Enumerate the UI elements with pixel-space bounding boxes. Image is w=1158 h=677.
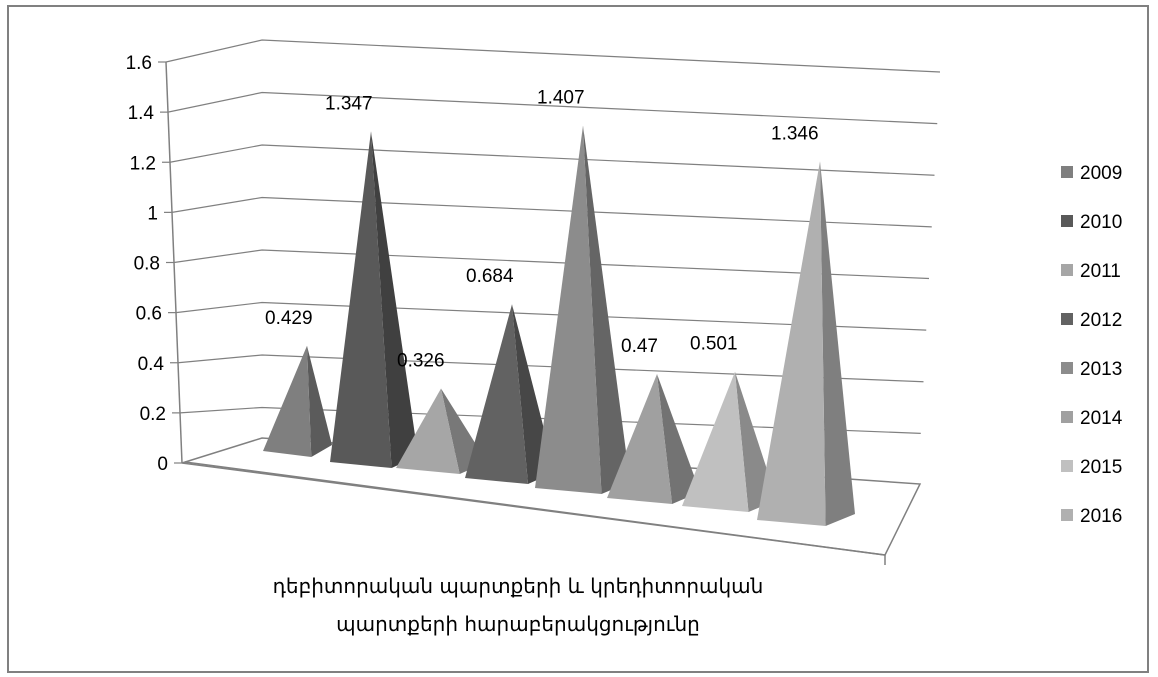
data-label-2011: 0.326 — [397, 351, 445, 372]
gridline — [179, 406, 921, 434]
pyramid-2009 — [263, 345, 312, 457]
y-tick-label: 1.2 — [130, 153, 156, 174]
gridline — [173, 249, 930, 280]
data-label-2013: 1.407 — [537, 88, 585, 109]
data-label-2016: 1.346 — [771, 123, 819, 144]
y-tick-label: 1.4 — [128, 103, 155, 124]
data-label-2010: 1.347 — [325, 93, 373, 114]
pyramid-2015 — [682, 371, 749, 512]
legend-swatch-2013 — [1061, 362, 1073, 374]
legend-swatch-2015 — [1061, 460, 1073, 472]
pyramid-2014 — [607, 374, 673, 504]
x-axis-title-line-2: պարտքերի հարաբերակցությունը — [336, 612, 700, 636]
legend-label-2014: 2014 — [1080, 408, 1123, 429]
y-tick-label: 0.4 — [138, 354, 165, 375]
x-axis-title-line-1: դեբիտորական պարտքերի և կրեդիտորական — [273, 574, 764, 598]
data-label-2009: 0.429 — [265, 308, 313, 329]
pyramid-2012 — [465, 304, 528, 484]
gridlines — [165, 39, 941, 434]
gridline — [175, 301, 927, 331]
y-tick-label: 1 — [147, 203, 158, 224]
legend-label-2009: 2009 — [1080, 163, 1122, 184]
legend-label-2012: 2012 — [1080, 310, 1122, 331]
legend-label-2013: 2013 — [1080, 359, 1122, 380]
legend-label-2011: 2011 — [1080, 261, 1121, 282]
y-tick-label: 0.6 — [136, 304, 162, 325]
pyramid-2010 — [330, 131, 392, 468]
pyramid-2009-side — [307, 345, 332, 457]
legend-swatch-2010 — [1061, 215, 1073, 227]
pyramid-2010-side — [371, 131, 418, 468]
x-axis-title: դեբիտորական պարտքերի և կրեդիտորական պարտ… — [273, 574, 764, 636]
data-labels: 0.429 1.347 0.326 0.684 1.407 0.47 0.501 1.346 — [265, 88, 819, 372]
legend-swatch-2016 — [1061, 509, 1073, 521]
data-label-2015: 0.501 — [690, 334, 738, 355]
pyramid-2016-side — [820, 161, 855, 526]
gridline — [165, 39, 941, 73]
pyramid-2013-side — [583, 125, 630, 494]
data-marks — [263, 125, 855, 526]
legend-swatch-2009 — [1061, 166, 1073, 178]
legend-label-2010: 2010 — [1080, 212, 1122, 233]
gridline — [171, 196, 932, 228]
gridline — [177, 354, 924, 383]
y-tick-label: 0.2 — [140, 404, 166, 425]
pyramid-2013 — [535, 125, 602, 494]
chart-floor — [181, 437, 922, 565]
legend-label-2015: 2015 — [1080, 457, 1122, 478]
legend-label-2016: 2016 — [1080, 506, 1122, 527]
pyramid-2011 — [396, 388, 460, 474]
y-tick-label: 1.6 — [126, 53, 152, 74]
floor-front-edge — [184, 461, 886, 556]
data-label-2012: 0.684 — [466, 266, 514, 287]
gridline — [167, 91, 938, 125]
y-tick-label: 0.8 — [134, 254, 160, 275]
pyramid-2016 — [757, 161, 826, 526]
gridline — [169, 144, 935, 176]
legend-swatch-2014 — [1061, 411, 1073, 423]
y-tick-labels: 0 0.2 0.4 0.6 0.8 1 1.2 1.4 1.6 — [126, 53, 182, 475]
data-label-2014: 0.47 — [621, 336, 658, 357]
pyramid-2014-side — [657, 374, 700, 504]
legend-swatch-2011 — [1061, 264, 1073, 276]
legend: 2009 2010 2011 2012 2013 2014 2015 2016 — [1061, 163, 1123, 527]
y-tick-label: 0 — [157, 454, 168, 475]
legend-swatch-2012 — [1061, 313, 1073, 325]
